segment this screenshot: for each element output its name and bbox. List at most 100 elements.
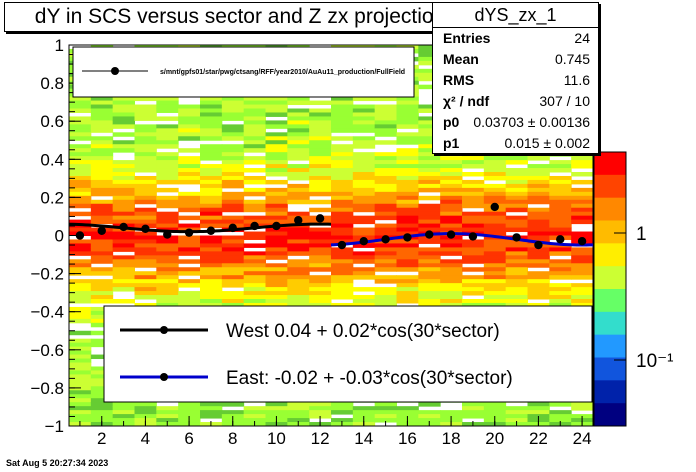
heatmap-cell xyxy=(505,207,528,213)
heatmap-cell xyxy=(134,164,157,169)
heatmap-cell xyxy=(243,302,266,308)
heatmap-cell xyxy=(418,175,441,181)
stats-key: RMS xyxy=(443,72,475,88)
heatmap-cell xyxy=(287,267,310,272)
heatmap-cell xyxy=(527,251,550,256)
heatmap-cell xyxy=(374,247,397,252)
heatmap-cell xyxy=(200,414,223,419)
heatmap-cell xyxy=(134,279,157,284)
heatmap-cell xyxy=(440,156,463,161)
heatmap-cell xyxy=(418,414,441,419)
heatmap-cell xyxy=(418,48,441,54)
heatmap-cell xyxy=(221,144,245,149)
colorbar-segment xyxy=(594,403,626,427)
heatmap-cell xyxy=(200,104,223,109)
heatmap-cell xyxy=(265,215,288,221)
heatmap-cell xyxy=(90,291,114,296)
heatmap-cell xyxy=(112,402,135,407)
heatmap-cell xyxy=(134,263,157,268)
heatmap-cell xyxy=(200,112,223,117)
heatmap-cell xyxy=(571,231,594,236)
heatmap-cell xyxy=(134,160,157,165)
heatmap-cell xyxy=(243,267,266,272)
heatmap-cell xyxy=(549,191,572,197)
heatmap-cell xyxy=(243,156,266,161)
heatmap-cell xyxy=(549,215,572,221)
heatmap-cell xyxy=(265,211,288,217)
heatmap-cell xyxy=(440,199,463,205)
heatmap-cell xyxy=(90,203,114,209)
heatmap-cell xyxy=(200,239,223,244)
x-tick-label: 22 xyxy=(529,429,548,448)
y-tick-label: 0.2 xyxy=(40,188,64,207)
heatmap-cell xyxy=(462,223,485,229)
heatmap-cell xyxy=(112,187,135,193)
heatmap-cell xyxy=(112,144,135,149)
heatmap-cell xyxy=(243,410,266,415)
heatmap-cell xyxy=(178,128,201,133)
heatmap-cell xyxy=(396,124,419,129)
heatmap-cell xyxy=(90,148,114,153)
heatmap-cell xyxy=(309,406,332,411)
heatmap-cell xyxy=(156,179,179,185)
heatmap-cell xyxy=(505,243,528,248)
heatmap-cell xyxy=(265,203,288,209)
data-point xyxy=(272,221,281,231)
heatmap-cell xyxy=(200,124,223,129)
heatmap-cell xyxy=(505,239,528,244)
heatmap-cell xyxy=(287,187,310,193)
heatmap-cell xyxy=(396,279,419,284)
heatmap-cell xyxy=(418,183,441,189)
heatmap-cell xyxy=(440,219,463,225)
heatmap-cell xyxy=(265,168,288,173)
heatmap-cell xyxy=(287,183,310,189)
heatmap-cell xyxy=(265,112,288,117)
heatmap-cell xyxy=(69,203,92,209)
heatmap-cell xyxy=(221,235,245,240)
heatmap-cell xyxy=(69,104,92,109)
heatmap-cell xyxy=(309,124,332,129)
heatmap-cell xyxy=(418,211,441,217)
heatmap-cell xyxy=(69,350,92,356)
heatmap-cell xyxy=(156,172,179,177)
heatmap-cell xyxy=(221,215,245,221)
heatmap-cell xyxy=(440,211,463,217)
heatmap-cell xyxy=(112,116,135,121)
heatmap-cell xyxy=(396,195,419,201)
heatmap-cell xyxy=(156,215,179,221)
y-tick-label: −0.6 xyxy=(30,341,64,360)
heatmap-cell xyxy=(69,299,92,304)
heatmap-cell xyxy=(243,108,266,113)
heatmap-cell xyxy=(331,179,354,185)
heatmap-cell xyxy=(309,156,332,161)
heatmap-cell xyxy=(156,291,179,296)
heatmap-cell xyxy=(265,124,288,129)
heatmap-cell xyxy=(243,418,266,423)
heatmap-cell xyxy=(156,104,179,109)
heatmap-cell xyxy=(221,100,245,106)
heatmap-cell xyxy=(571,259,594,264)
heatmap-cell xyxy=(352,112,376,117)
heatmap-cell xyxy=(112,195,135,201)
heatmap-cell xyxy=(221,168,245,173)
heatmap-cell xyxy=(418,84,441,90)
heatmap-cell xyxy=(309,255,332,260)
heatmap-cell xyxy=(374,223,397,229)
heatmap-cell xyxy=(440,275,463,280)
heatmap-cell xyxy=(396,187,419,193)
heatmap-cell xyxy=(287,116,310,121)
heatmap-cell xyxy=(462,164,485,169)
heatmap-cell xyxy=(200,136,223,141)
heatmap-cell xyxy=(505,259,528,264)
heatmap-cell xyxy=(418,108,441,113)
heatmap-cell xyxy=(571,211,594,217)
heatmap-cell xyxy=(243,179,266,185)
heatmap-cell xyxy=(527,207,550,213)
heatmap-cell xyxy=(243,116,266,121)
heatmap-cell xyxy=(90,366,114,371)
heatmap-cell xyxy=(90,374,114,379)
heatmap-cell xyxy=(287,275,310,280)
heatmap-cell xyxy=(69,267,92,272)
heatmap-cell xyxy=(69,100,92,106)
heatmap-cell xyxy=(549,203,572,209)
